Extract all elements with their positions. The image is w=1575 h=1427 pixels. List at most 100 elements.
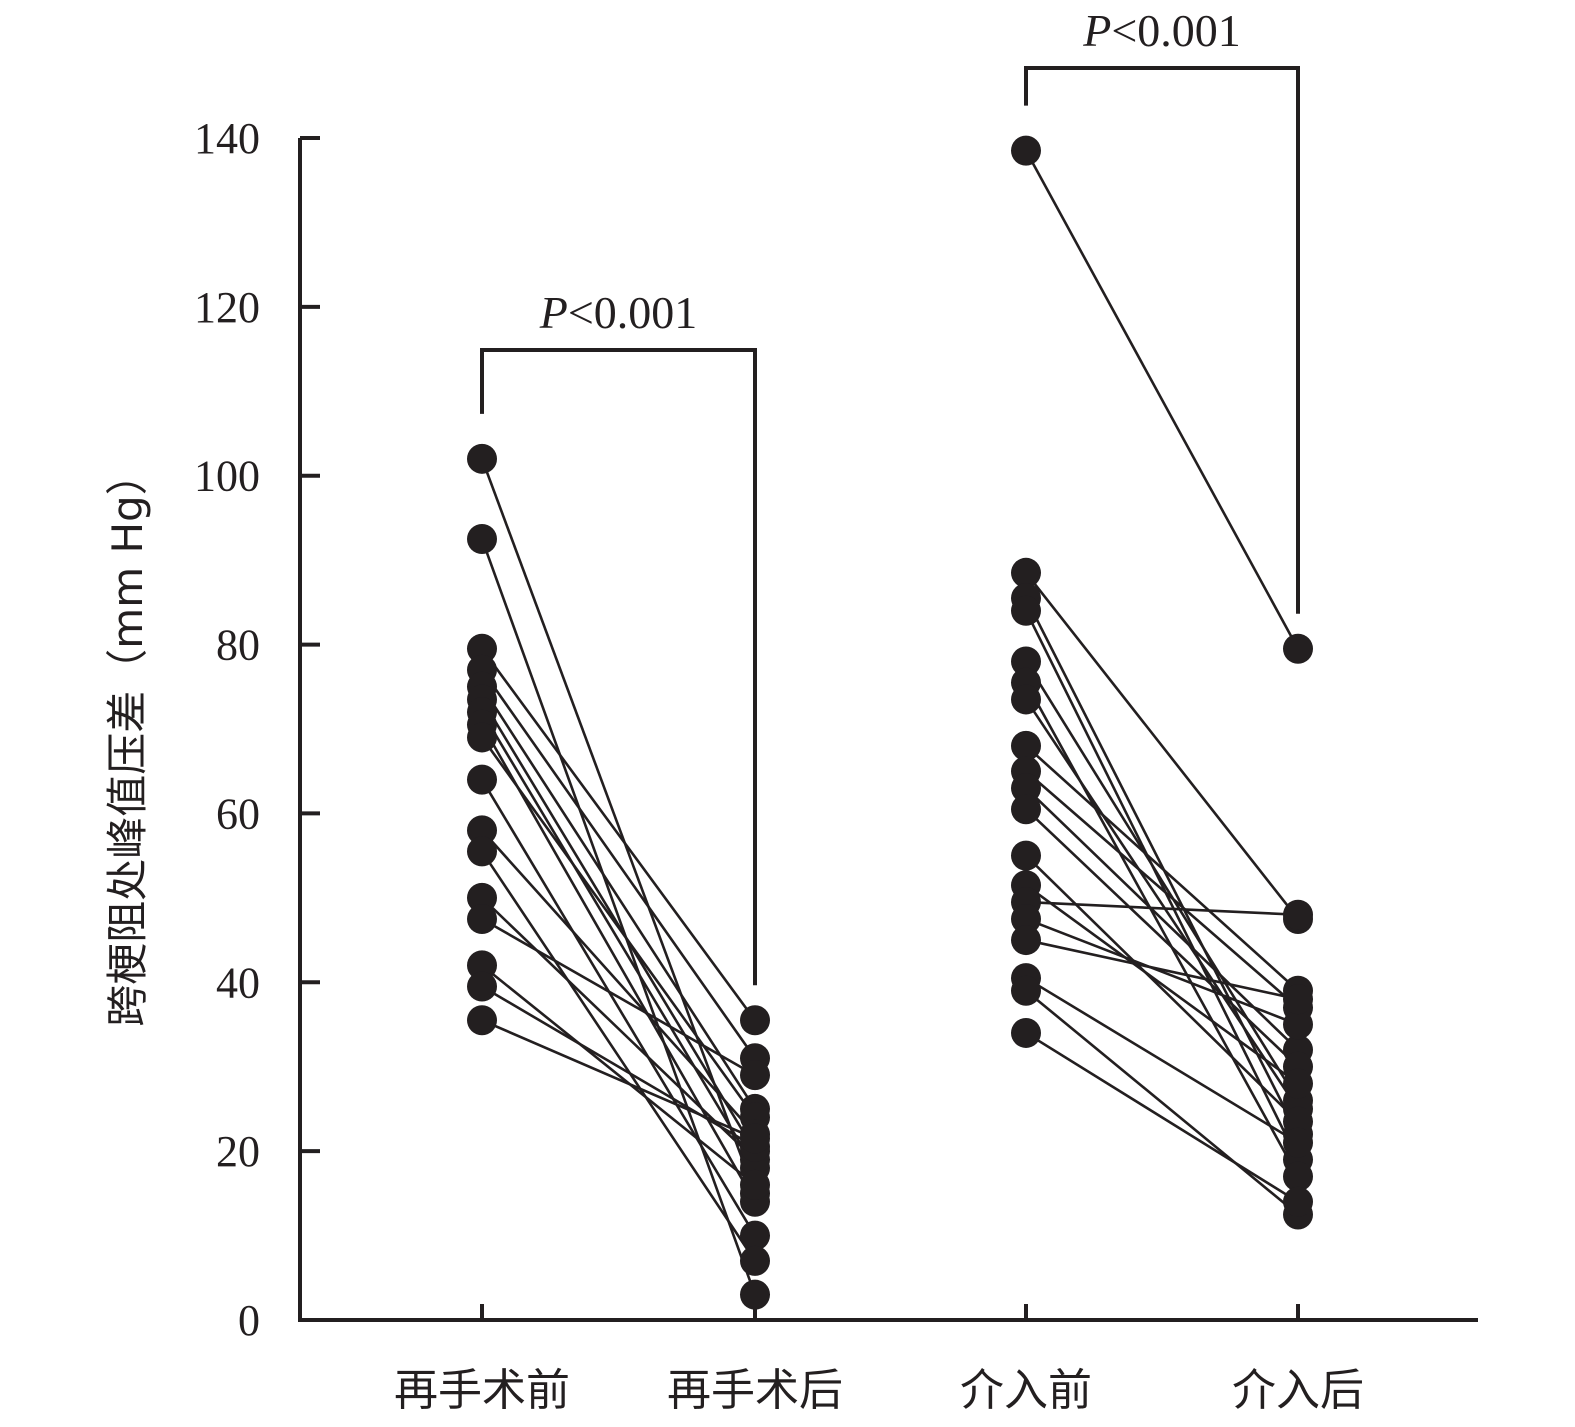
- x-category-label: 介入后: [1232, 1365, 1364, 1416]
- data-point-before: [467, 882, 497, 913]
- pair-line: [480, 711, 757, 1169]
- pair-line: [1024, 572, 1300, 920]
- data-point-after: [1283, 1068, 1313, 1099]
- data-point-before: [1011, 840, 1041, 871]
- pair-line: [1025, 854, 1299, 1123]
- p-value: <0.001: [568, 287, 697, 338]
- pair-lines-layer: [480, 150, 1300, 1296]
- pair-line: [480, 648, 757, 1022]
- data-point-after: [740, 1123, 770, 1154]
- data-point-after: [1283, 899, 1313, 930]
- data-point-after: [740, 1245, 770, 1276]
- points-layer: [467, 135, 1313, 1310]
- pair-line: [1025, 900, 1299, 917]
- labels-layer: 0 20 40 60 80 100 120 140 再手术前 再手术后 介入前 介入后 跨梗阻处峰值压差…: [103, 5, 1364, 1416]
- data-point-after: [1283, 633, 1313, 664]
- pair-line: [480, 686, 757, 1110]
- pair-line: [1024, 150, 1300, 650]
- data-point-before: [1011, 1017, 1041, 1048]
- pair-line: [1025, 917, 1299, 1026]
- data-point-before: [467, 1005, 497, 1036]
- axes-layer: [298, 66, 1478, 1322]
- data-point-before: [467, 764, 497, 795]
- data-point-after: [740, 1220, 770, 1251]
- pair-line: [1024, 698, 1300, 1110]
- pair-line: [481, 829, 756, 1136]
- data-point-before: [1011, 925, 1041, 956]
- p-value: <0.001: [1111, 5, 1240, 56]
- pair-line: [481, 964, 756, 1186]
- data-point-before: [467, 524, 497, 555]
- data-point-after: [740, 1005, 770, 1036]
- y-tick-label: 120: [194, 283, 260, 332]
- significance-label: P<0.001: [1082, 5, 1241, 56]
- pair-line: [481, 917, 756, 1077]
- x-category-label: 再手术后: [667, 1365, 843, 1416]
- y-tick-label: 140: [194, 114, 260, 163]
- pair-line: [1025, 976, 1299, 1144]
- data-point-before: [1011, 684, 1041, 715]
- pair-line: [1025, 808, 1299, 1068]
- data-point-before: [1011, 975, 1041, 1006]
- pair-line: [1025, 989, 1299, 1216]
- data-point-before: [467, 903, 497, 934]
- data-point-after: [740, 1279, 770, 1310]
- data-point-after: [1283, 1127, 1313, 1158]
- y-tick-label: 0: [238, 1296, 260, 1345]
- data-point-after: [1283, 1009, 1313, 1040]
- data-point-before: [467, 950, 497, 981]
- data-point-before: [467, 836, 497, 867]
- significance-bracket: [1024, 66, 1300, 614]
- pair-line: [480, 850, 757, 1262]
- significance-label: P<0.001: [539, 287, 698, 338]
- data-point-after: [1283, 984, 1313, 1015]
- y-tick-label: 100: [194, 452, 260, 501]
- data-point-before: [1011, 730, 1041, 761]
- data-point-before: [467, 443, 497, 474]
- data-point-after: [1283, 1186, 1313, 1217]
- y-axis-title: 跨梗阻处峰值压差（mm Hg）: [103, 453, 152, 1026]
- data-point-before: [467, 633, 497, 664]
- data-point-before: [1011, 135, 1041, 166]
- x-category-label: 再手术前: [394, 1365, 570, 1416]
- pair-line: [1025, 884, 1299, 1085]
- significance-bracket: [480, 348, 757, 986]
- y-tick-label: 80: [216, 621, 260, 670]
- data-point-before: [1011, 773, 1041, 804]
- pair-line: [1024, 597, 1300, 1135]
- y-tick-label: 60: [216, 789, 260, 838]
- data-point-before: [467, 971, 497, 1002]
- data-point-before: [467, 722, 497, 753]
- pair-line: [481, 896, 756, 1161]
- p-symbol: P: [1082, 5, 1111, 56]
- pair-line: [481, 1019, 756, 1140]
- pair-line: [1025, 770, 1299, 1009]
- y-tick-label: 20: [216, 1127, 260, 1176]
- pair-line: [1024, 660, 1300, 1102]
- data-point-before: [1011, 903, 1041, 934]
- data-point-before: [1011, 595, 1041, 626]
- pair-line: [1024, 610, 1300, 1161]
- pair-line: [1025, 938, 1299, 1001]
- data-point-before: [467, 815, 497, 846]
- pair-line: [1025, 787, 1299, 1051]
- data-point-after: [740, 1060, 770, 1091]
- pair-line: [480, 458, 757, 1194]
- data-point-before: [1011, 646, 1041, 677]
- pair-line: [480, 778, 757, 1237]
- pair-line: [1024, 681, 1300, 1178]
- pair-line: [1025, 744, 1299, 992]
- y-tick-label: 40: [216, 958, 260, 1007]
- data-point-before: [1011, 557, 1041, 588]
- pair-line: [480, 669, 757, 1060]
- p-symbol: P: [539, 287, 568, 338]
- data-point-after: [1283, 1106, 1313, 1137]
- pair-line: [480, 538, 757, 1296]
- data-point-after: [740, 1169, 770, 1200]
- data-point-after: [1283, 1161, 1313, 1192]
- pair-line: [481, 985, 756, 1149]
- data-point-before: [1011, 794, 1041, 825]
- pair-line: [1025, 1031, 1299, 1203]
- pair-line: [480, 736, 757, 1119]
